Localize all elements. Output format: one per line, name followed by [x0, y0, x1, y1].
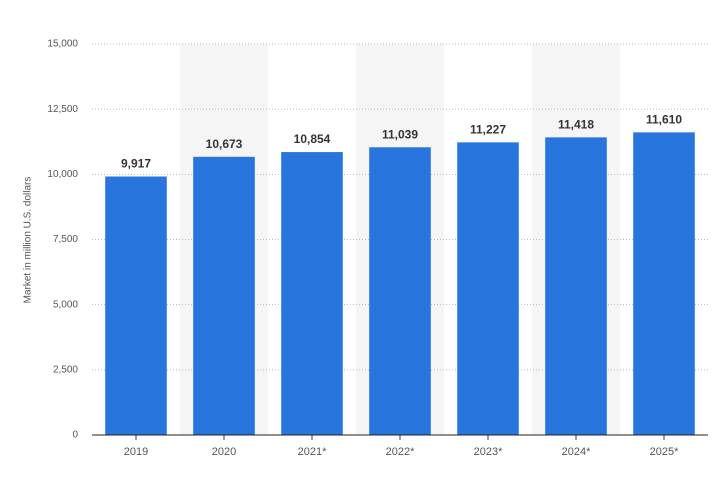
x-tick-label: 2021*: [298, 446, 327, 458]
x-tick-label: 2023*: [474, 446, 503, 458]
y-tick-label: 5,000: [53, 299, 78, 310]
bar: [457, 142, 519, 435]
y-axis-label: Market in million U.S. dollars: [23, 177, 34, 304]
value-label: 10,854: [294, 132, 331, 146]
y-tick-label: 7,500: [53, 234, 78, 245]
y-tick-label: 0: [72, 430, 78, 441]
value-label: 11,227: [470, 123, 506, 137]
value-label: 10,673: [206, 137, 243, 151]
value-label: 11,039: [382, 127, 418, 141]
x-tick-label: 2024*: [562, 446, 591, 458]
x-tick-label: 2022*: [386, 446, 415, 458]
bar: [193, 156, 255, 435]
y-tick-label: 15,000: [47, 39, 78, 50]
bar: [281, 152, 343, 436]
value-label: 9,917: [121, 157, 151, 171]
y-tick-label: 12,500: [47, 104, 78, 115]
bar: [105, 176, 167, 435]
bar: [369, 147, 431, 435]
bar: [545, 137, 607, 436]
value-label: 11,418: [558, 118, 594, 132]
x-tick-label: 2025*: [650, 446, 679, 458]
y-tick-label: 2,500: [53, 364, 78, 375]
bar: [633, 132, 695, 435]
y-tick-label: 10,000: [47, 169, 78, 180]
x-tick-label: 2019: [124, 446, 148, 458]
x-tick-label: 2020: [212, 446, 236, 458]
value-label: 11,610: [646, 113, 682, 127]
